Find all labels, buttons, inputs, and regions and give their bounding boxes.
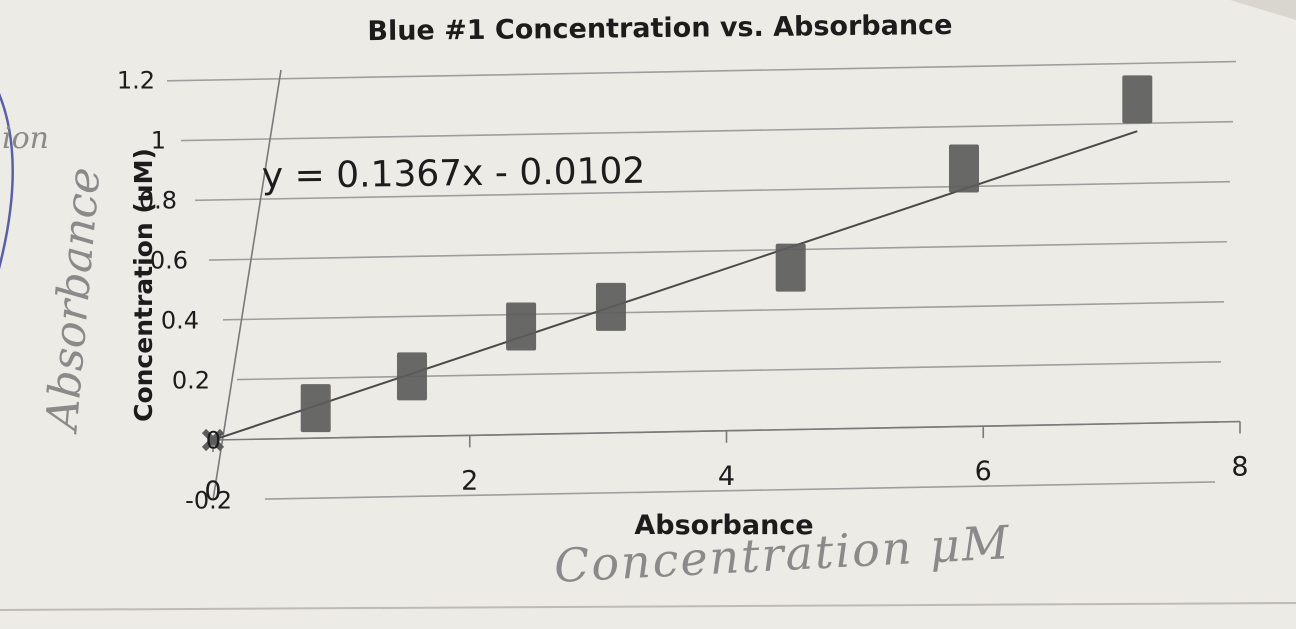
data-point [775, 243, 806, 292]
data-point [948, 144, 979, 193]
x-tick-label: 4 [718, 461, 735, 492]
paper-fold [0, 602, 1296, 611]
margin-ink-curve [0, 93, 14, 270]
grid-line [180, 120, 1234, 142]
y-axis-label: Concentration (uM) [129, 148, 158, 422]
grid-line [222, 301, 1225, 321]
data-point [1122, 75, 1153, 124]
grid-line [166, 60, 1237, 82]
y-tick-label: 0.2 [172, 367, 210, 395]
x-tick-labels: 0 2 4 6 8 [204, 452, 1248, 507]
y-axis-line [212, 69, 282, 501]
trendline-path [212, 130, 1138, 442]
x-tick-label: 8 [1231, 452, 1248, 483]
y-tick-labels: -0.200.20.40.60.811.2 [117, 67, 232, 515]
y-tick-label: 0.4 [161, 307, 199, 335]
y-tick-label: 1 [151, 127, 166, 155]
handwritten-margin-note: ion [2, 121, 49, 156]
grid-line [194, 180, 1231, 202]
y-tick-label: 0.8 [139, 187, 177, 215]
x-tick-label: 2 [461, 465, 478, 496]
data-point [396, 352, 427, 401]
x-tick-label: 0 [204, 476, 221, 507]
x-axis-label: Absorbance [634, 510, 813, 541]
grid-line [208, 240, 1228, 261]
data-point [506, 302, 537, 351]
x-tick-label: 6 [975, 456, 992, 487]
y-tick-label: 1.2 [117, 67, 155, 95]
data-point [595, 282, 626, 331]
trendline-equation: y = 0.1367x - 0.0102 [262, 151, 646, 197]
y-tick-label: -0.2 [185, 487, 232, 515]
data-points [201, 75, 1153, 452]
chart-title: Blue #1 Concentration vs. Absorbance [367, 10, 952, 47]
y-tick-label: 0 [206, 427, 221, 455]
data-point [201, 428, 225, 452]
data-point [300, 384, 331, 433]
grid-line [264, 481, 1216, 500]
y-tick-label: 0.6 [150, 247, 188, 275]
trendline [212, 130, 1138, 442]
